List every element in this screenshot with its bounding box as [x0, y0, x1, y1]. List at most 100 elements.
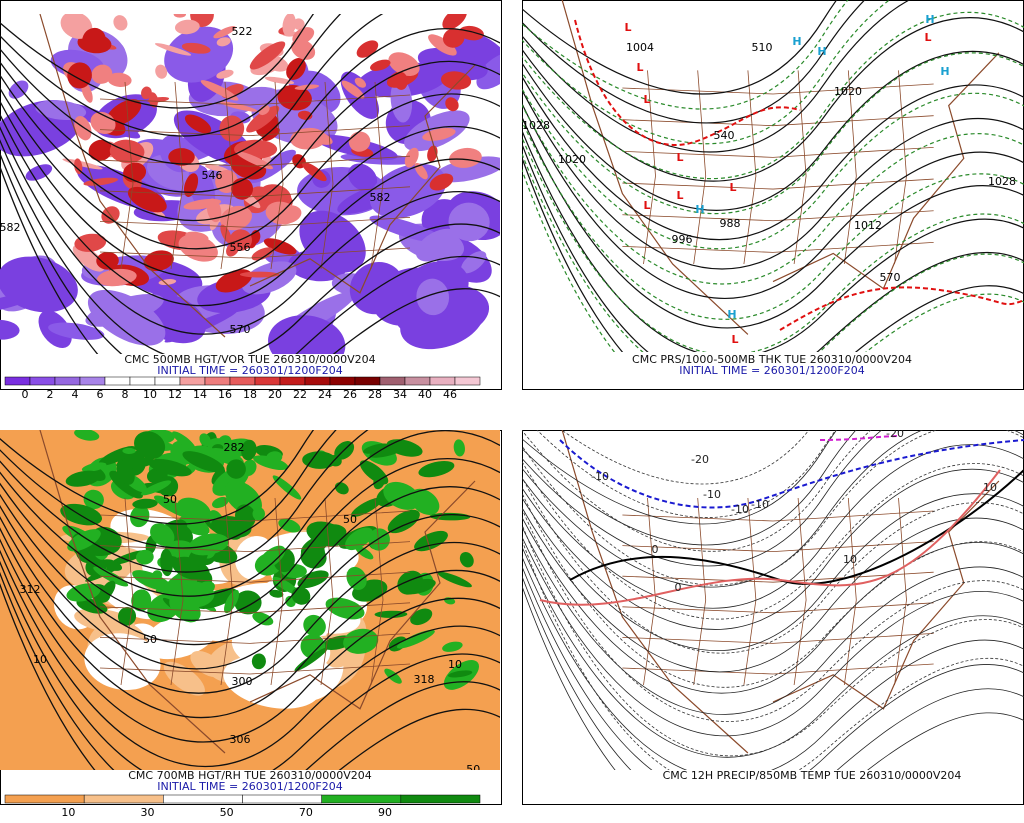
field-shading [148, 92, 159, 108]
coastline [39, 430, 476, 754]
state-border [643, 70, 656, 265]
contour-line [522, 155, 1024, 352]
contour-line [0, 14, 384, 165]
field-shading [224, 589, 240, 614]
colorbar-swatch [79, 376, 106, 386]
high-marker: H [940, 65, 949, 78]
state-border [99, 94, 411, 106]
field-shading [258, 545, 286, 569]
contour-line [0, 458, 500, 621]
colorbar-swatch [179, 376, 206, 386]
contour-label: 1028 [988, 175, 1016, 188]
contour-line [0, 430, 315, 525]
contour-line [0, 28, 500, 193]
field-shading [341, 80, 365, 99]
field-shading [127, 186, 167, 213]
colorbar-swatch [404, 376, 431, 386]
contour-line [522, 142, 1024, 352]
field-shading [160, 548, 174, 577]
field-shading [410, 608, 433, 626]
field-shading [216, 37, 231, 47]
state-border [120, 497, 134, 686]
contour-line [522, 430, 872, 552]
isotherm-20 [819, 435, 901, 441]
field-shading [74, 115, 92, 141]
state-border [99, 247, 411, 259]
state-border [99, 541, 411, 553]
contour-line [0, 125, 500, 335]
contour-label: 570 [230, 323, 251, 336]
contour-line [0, 86, 500, 250]
field-shading [154, 495, 192, 519]
contour-line [0, 504, 500, 670]
state-border [370, 81, 384, 270]
contour-label: 0 [652, 543, 659, 556]
field-shading [242, 459, 257, 476]
field-shading [269, 589, 284, 598]
contour-line [522, 103, 1024, 285]
state-border [622, 178, 934, 190]
colorbar-swatch [229, 376, 256, 386]
state-border [99, 186, 411, 198]
colorbar-label: 10 [143, 388, 157, 401]
contour-label: 50 [143, 633, 157, 646]
contour-line [0, 549, 500, 768]
contour-line [0, 14, 342, 137]
coastline [561, 430, 1000, 754]
colorbar-swatch [454, 376, 481, 386]
colorbar-swatch [304, 376, 331, 386]
contour-line [522, 491, 1024, 688]
field-shading [369, 442, 410, 458]
field-shading [263, 238, 297, 255]
initial-time: INITIAL TIME = 260301/1200F204 [157, 780, 342, 793]
field-shading [277, 85, 312, 111]
contour-line [0, 164, 500, 354]
contour-line [522, 538, 1024, 770]
state-border [99, 155, 411, 167]
high-marker: H [727, 308, 736, 321]
field-shading [437, 571, 472, 588]
field-shading [0, 319, 20, 340]
contour-label: 10 [33, 653, 47, 666]
field-shading [182, 451, 225, 473]
contour-label: 10 [983, 481, 997, 494]
contour-label: 582 [0, 221, 21, 234]
field-shading [109, 470, 143, 499]
field-shading [345, 527, 373, 551]
contour-label: -10 [703, 488, 721, 501]
state-border [320, 497, 334, 686]
field-shading [476, 52, 500, 90]
field-shading [442, 641, 463, 652]
colorbar-label: 90 [378, 806, 392, 819]
field-shading [107, 72, 132, 87]
colorbar-label: 10 [61, 806, 75, 819]
field-shading [268, 315, 346, 354]
field-shading [226, 241, 240, 257]
contour-label: 556 [230, 241, 251, 254]
field-shading [87, 289, 166, 346]
field-shading [346, 566, 367, 591]
state-border [99, 602, 411, 614]
field-shading [239, 271, 280, 278]
field-shading [224, 480, 262, 516]
contour-line [522, 430, 1024, 588]
contour-line [0, 515, 500, 694]
contour-line [522, 523, 1024, 757]
contour-label: 0 [675, 581, 682, 594]
contour-label: -10 [591, 470, 609, 483]
colorbar-swatch [104, 376, 131, 386]
field-shading [448, 202, 490, 242]
contour-line [522, 151, 1024, 352]
high-marker: H [695, 203, 704, 216]
contour-line [0, 14, 315, 109]
field-shading [368, 528, 390, 551]
contour-line [0, 151, 500, 354]
colorbar-label: 0 [22, 388, 29, 401]
state-border [643, 497, 656, 686]
colorbar-swatch [321, 794, 402, 804]
contour-line [522, 430, 883, 567]
field-shading [449, 147, 482, 168]
field-shading [272, 475, 302, 500]
contour-line [522, 11, 1024, 180]
